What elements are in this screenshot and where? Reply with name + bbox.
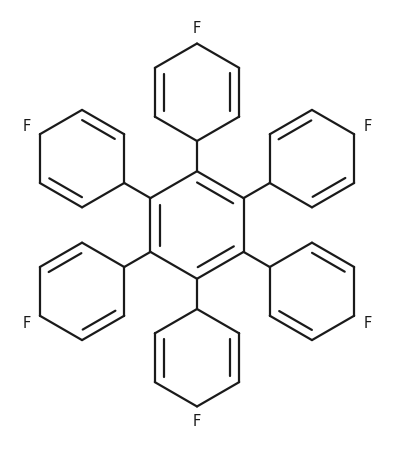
- Text: F: F: [363, 316, 372, 331]
- Text: F: F: [193, 414, 201, 429]
- Text: F: F: [363, 119, 372, 134]
- Text: F: F: [22, 119, 31, 134]
- Text: F: F: [193, 21, 201, 36]
- Text: F: F: [22, 316, 31, 331]
